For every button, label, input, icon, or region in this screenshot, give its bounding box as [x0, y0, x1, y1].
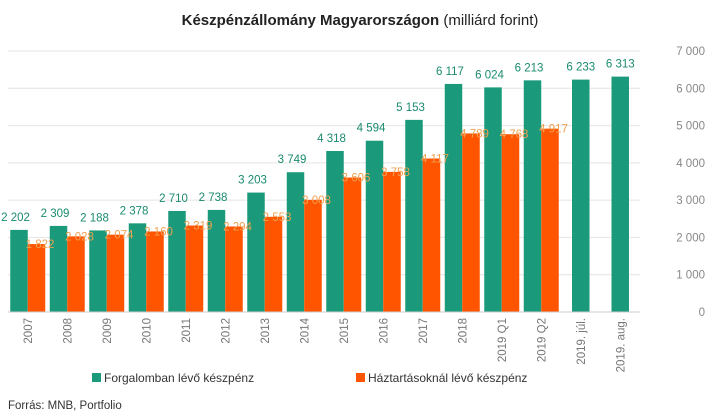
- data-label-forgalomban: 2 188: [80, 212, 109, 224]
- data-label-forgalomban: 2 738: [199, 192, 228, 204]
- bar-forgalomban: [523, 80, 542, 312]
- y-tick-label: 1 000: [676, 270, 705, 282]
- x-tick-label: 2013: [260, 318, 272, 344]
- data-label-forgalomban: 6 213: [515, 62, 544, 74]
- data-label-haztartasoknal: 2 160: [144, 226, 173, 238]
- bar-forgalomban: [207, 209, 226, 312]
- x-tick-label: 2011: [181, 318, 193, 343]
- x-tick-label: 2019 Q2: [536, 318, 548, 362]
- legend: Forgalomban lévő készpénz Háztartásoknál …: [92, 371, 527, 385]
- x-tick-label: 2017: [418, 318, 430, 344]
- x-tick-label: 2007: [23, 318, 35, 344]
- data-label-haztartasoknal: 4 117: [421, 153, 449, 165]
- data-label-haztartasoknal: 3 606: [342, 173, 371, 185]
- bar-forgalomban: [286, 172, 305, 312]
- data-label-forgalomban: 6 313: [606, 59, 635, 71]
- bar-forgalomban: [326, 151, 344, 312]
- data-labels: 2 202 1 822 2 309 2 028 2 188 2 074 2 378 2 160…: [1, 59, 635, 251]
- bar-haztartasoknal: [67, 236, 85, 312]
- bar-haztartasoknal: [146, 231, 164, 312]
- bar-forgalomban: [89, 230, 107, 312]
- data-label-forgalomban: 6 233: [566, 62, 595, 74]
- x-tick-label: 2018: [457, 318, 469, 344]
- bar-haztartasoknal: [422, 158, 441, 312]
- data-label-forgalomban: 6 117: [436, 66, 464, 78]
- data-label-haztartasoknal: 2 074: [105, 230, 134, 242]
- data-label-haztartasoknal: 2 553: [263, 212, 292, 224]
- x-tick-label: 2014: [299, 317, 311, 343]
- data-label-haztartasoknal: 2 294: [223, 221, 252, 233]
- y-tick-label: 3 000: [676, 195, 705, 207]
- y-tick-label: 2 000: [676, 232, 705, 244]
- x-axis-ticks: 2007 2008 2009 2010 2011 2012 2013 2014 2015 2016…: [23, 317, 628, 372]
- data-label-haztartasoknal: 3 758: [381, 167, 410, 179]
- data-label-haztartasoknal: 4 917: [539, 124, 568, 136]
- legend-label: Forgalomban lévő készpénz: [104, 371, 254, 385]
- x-tick-label: 2010: [141, 318, 153, 344]
- x-tick-label: 2019 Q1: [497, 318, 509, 362]
- bar-forgalomban: [572, 79, 590, 312]
- source-note: Forrás: MNB, Portfolio: [8, 400, 122, 412]
- chart-title-bold: Készpénzállomány Magyarországon: [182, 12, 440, 29]
- bar-forgalomban: [444, 83, 463, 313]
- y-tick-label: 6 000: [676, 83, 705, 95]
- bar-forgalomban: [10, 229, 28, 312]
- x-tick-label: 2016: [378, 318, 390, 344]
- bar-forgalomban: [484, 87, 502, 312]
- x-tick-label: 2012: [220, 318, 232, 344]
- legend-label: Háztartásoknál lévő készpénz: [368, 371, 527, 385]
- bar-forgalomban: [405, 119, 423, 312]
- data-label-forgalomban: 3 203: [238, 175, 267, 187]
- x-tick-label: 2009: [102, 318, 114, 344]
- bar-forgalomban: [247, 192, 265, 312]
- bars: [10, 76, 629, 313]
- bar-forgalomban: [128, 223, 147, 312]
- bar-haztartasoknal: [27, 244, 46, 312]
- bar-forgalomban: [365, 140, 384, 312]
- legend-swatch: [356, 373, 365, 382]
- data-label-forgalomban: 4 594: [357, 123, 386, 135]
- data-label-forgalomban: 3 749: [278, 154, 307, 166]
- chart-title-unit: (milliárd forint): [439, 12, 538, 29]
- y-tick-label: 5 000: [676, 121, 705, 133]
- bar-forgalomban: [49, 225, 68, 312]
- data-label-forgalomban: 2 202: [1, 212, 30, 224]
- data-label-haztartasoknal: 4 768: [500, 129, 529, 141]
- bar-haztartasoknal: [501, 134, 520, 312]
- data-label-forgalomban: 2 710: [159, 193, 188, 205]
- x-tick-label: 2019. júl.: [576, 318, 588, 365]
- y-axis-ticks: 0 1 000 2 000 3 000 4 000 5 000 6 000 7 000: [676, 46, 705, 319]
- legend-swatch: [92, 373, 101, 382]
- chart-title: Készpénzállomány Magyarországon (milliár…: [182, 12, 539, 29]
- bar-haztartasoknal: [225, 226, 243, 312]
- bar-haztartasoknal: [383, 171, 401, 312]
- data-label-haztartasoknal: 2 319: [184, 221, 213, 233]
- data-label-forgalomban: 6 024: [475, 69, 504, 81]
- x-tick-label: 2015: [339, 318, 351, 344]
- bar-forgalomban: [168, 210, 186, 312]
- data-label-haztartasoknal: 1 822: [26, 239, 55, 251]
- bar-haztartasoknal: [541, 128, 559, 312]
- y-tick-label: 4 000: [676, 158, 705, 170]
- bar-haztartasoknal: [462, 133, 480, 312]
- data-label-forgalomban: 4 318: [317, 133, 346, 145]
- data-label-haztartasoknal: 3 008: [302, 195, 331, 207]
- data-label-forgalomban: 2 309: [41, 208, 70, 220]
- bar-haztartasoknal: [304, 199, 322, 312]
- bar-haztartasoknal: [106, 234, 125, 312]
- data-label-forgalomban: 2 378: [120, 205, 149, 217]
- data-label-haztartasoknal: 2 028: [65, 231, 94, 243]
- y-tick-label: 0: [699, 307, 705, 319]
- data-label-forgalomban: 5 153: [396, 102, 425, 114]
- x-tick-label: 2019. aug.: [615, 318, 627, 372]
- bar-haztartasoknal: [264, 216, 283, 312]
- y-tick-label: 7 000: [676, 46, 705, 58]
- x-tick-label: 2008: [62, 318, 74, 344]
- bar-haztartasoknal: [185, 225, 204, 312]
- bar-haztartasoknal: [343, 177, 362, 312]
- data-label-haztartasoknal: 4 789: [460, 128, 489, 140]
- bar-forgalomban: [611, 76, 629, 312]
